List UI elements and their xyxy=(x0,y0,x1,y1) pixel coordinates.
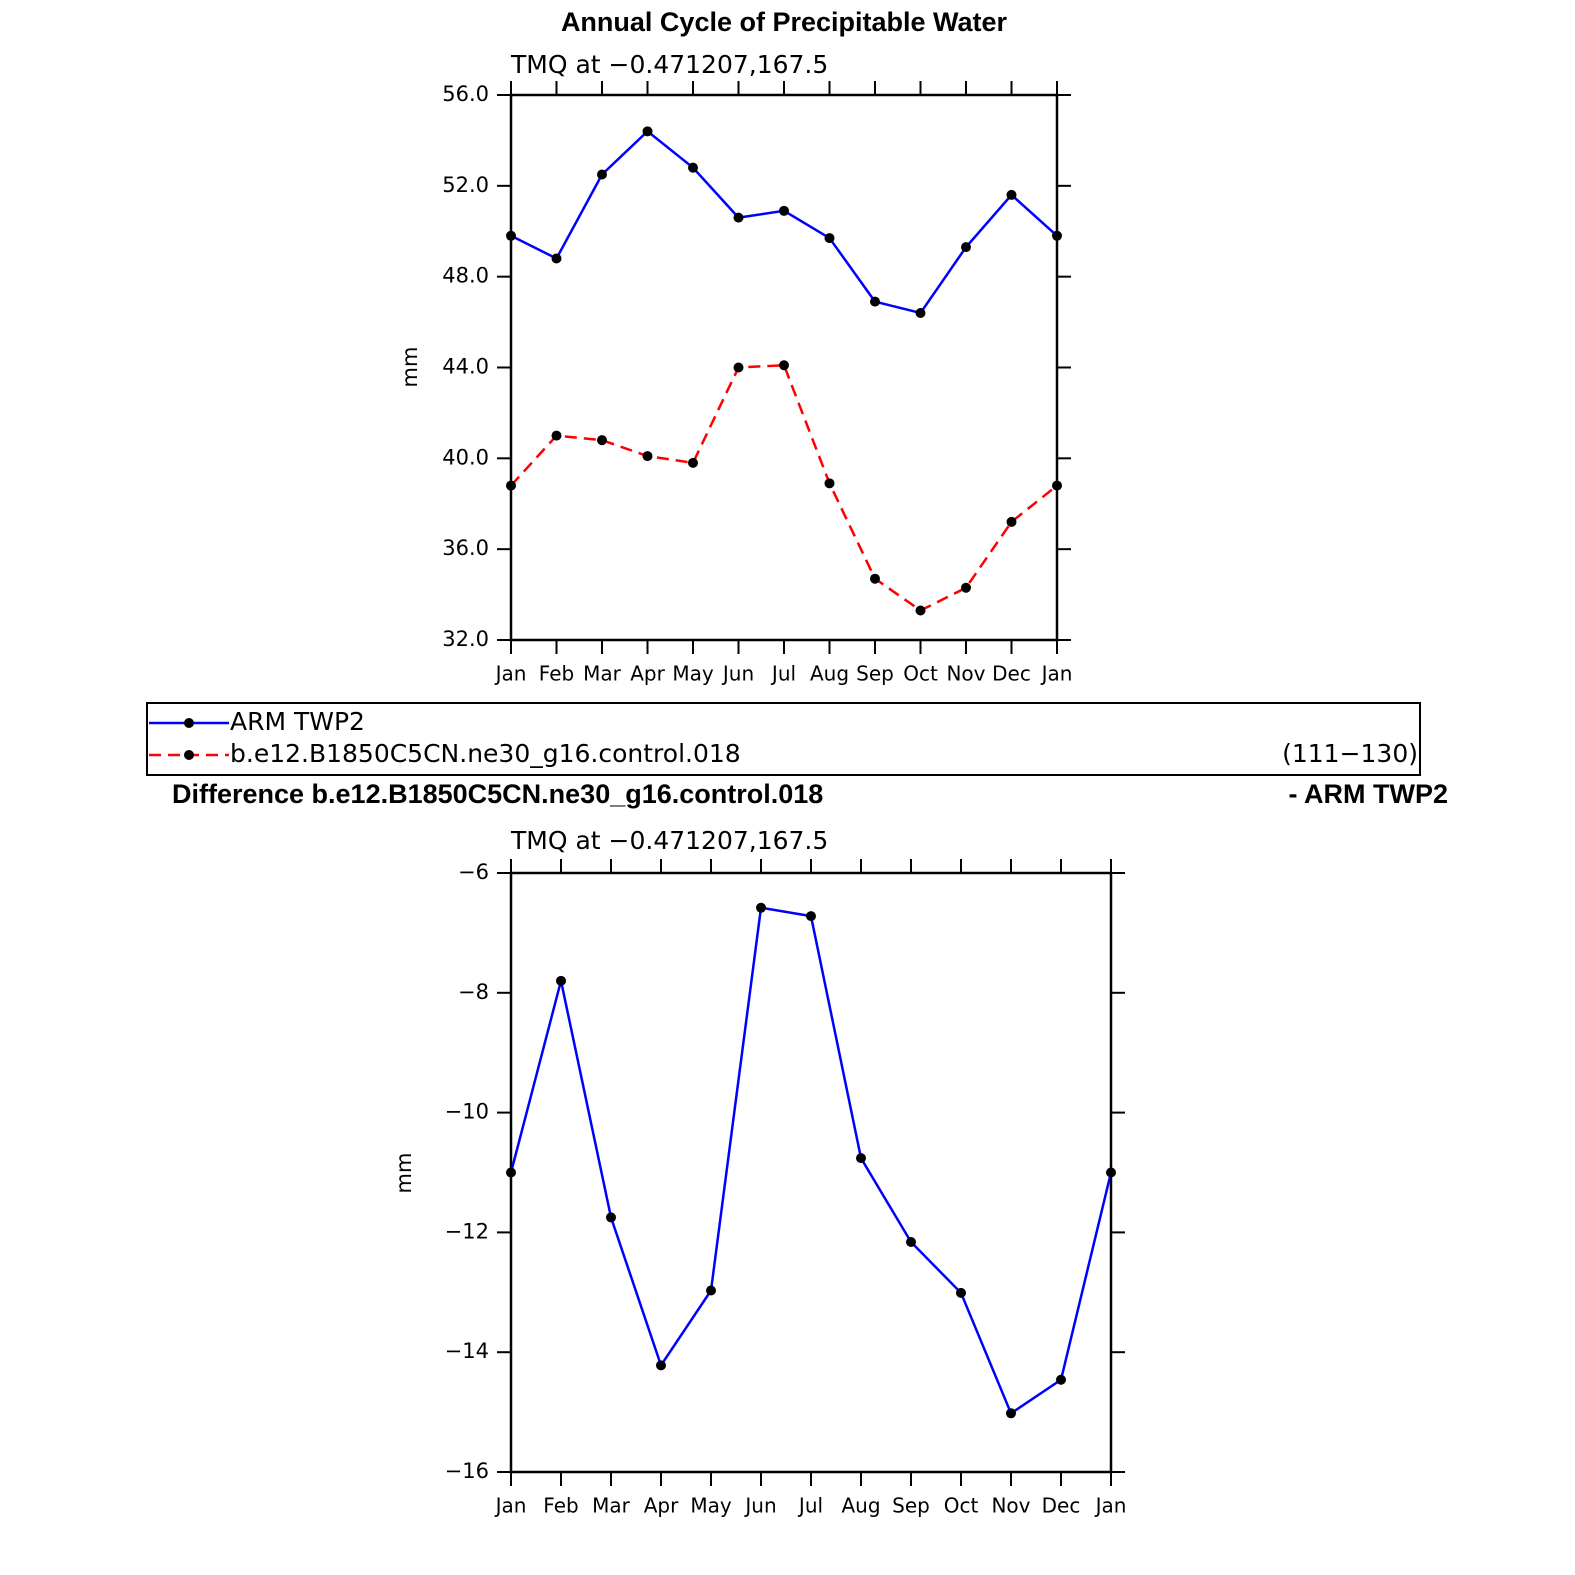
chart-title-right: - ARM TWP2 xyxy=(1289,779,1448,809)
x-tick-label: Jun xyxy=(721,662,754,686)
x-tick-label: Jun xyxy=(743,1494,776,1518)
legend-marker xyxy=(184,718,194,728)
chart-subtitle: TMQ at −0.471207,167.5 xyxy=(510,826,828,855)
data-line xyxy=(510,129,1058,315)
y-axis-label: mm xyxy=(392,1153,416,1194)
x-tick-label: Sep xyxy=(892,1494,930,1518)
legend-box xyxy=(146,702,1421,776)
data-point xyxy=(688,457,698,468)
x-tick-label: Jul xyxy=(797,1494,823,1518)
x-tick-label: May xyxy=(690,1494,732,1518)
y-tick-label: −16 xyxy=(445,1459,489,1483)
y-tick-label: −14 xyxy=(445,1339,489,1363)
y-tick-label: 40.0 xyxy=(442,445,489,469)
legend-marker xyxy=(184,750,194,760)
data-point xyxy=(824,478,835,489)
data-point xyxy=(870,573,880,584)
data-point xyxy=(870,296,880,307)
data-point xyxy=(551,253,562,264)
data-point xyxy=(856,1153,866,1164)
data-point xyxy=(1056,1374,1066,1385)
data-point xyxy=(656,1360,666,1371)
y-tick-label: 32.0 xyxy=(442,627,489,651)
data-point xyxy=(706,1285,716,1296)
x-tick-label: Dec xyxy=(992,662,1031,686)
data-point xyxy=(733,362,744,373)
data-point xyxy=(915,605,926,616)
data-point xyxy=(642,451,653,462)
x-tick-label: Aug xyxy=(810,662,849,686)
y-tick-label: 36.0 xyxy=(442,536,489,560)
x-tick-label: Oct xyxy=(944,1494,979,1518)
data-point xyxy=(1006,189,1017,200)
data-line xyxy=(509,906,1113,1416)
x-tick-label: May xyxy=(672,662,714,686)
x-tick-label: Feb xyxy=(539,662,574,686)
y-tick-label: −10 xyxy=(445,1100,489,1124)
data-point xyxy=(688,162,698,173)
data-point xyxy=(1006,1408,1016,1419)
x-tick-label: Oct xyxy=(903,662,938,686)
data-point xyxy=(506,1167,516,1178)
x-tick-label: Mar xyxy=(583,662,622,686)
x-tick-label: Nov xyxy=(991,1494,1030,1518)
data-point xyxy=(906,1236,916,1247)
legend-note: (111−130) xyxy=(1282,739,1418,768)
chart-title: Difference b.e12.B1850C5CN.ne30_g16.cont… xyxy=(172,779,823,809)
x-tick-label: Nov xyxy=(946,662,985,686)
y-tick-label: −6 xyxy=(458,860,489,884)
legend-label: b.e12.B1850C5CN.ne30_g16.control.018 xyxy=(230,739,741,768)
y-tick-label: 52.0 xyxy=(442,173,489,197)
legend-label: ARM TWP2 xyxy=(230,707,365,736)
y-tick-label: −8 xyxy=(458,980,489,1004)
data-point xyxy=(642,126,653,137)
data-point xyxy=(597,169,607,180)
data-point xyxy=(961,582,971,593)
chart-title: Annual Cycle of Precipitable Water xyxy=(561,7,1008,37)
x-tick-label: Mar xyxy=(592,1494,631,1518)
data-point xyxy=(756,902,766,913)
x-tick-label: Apr xyxy=(644,1494,679,1518)
data-point xyxy=(556,975,566,986)
x-tick-label: Sep xyxy=(856,662,894,686)
data-point xyxy=(606,1212,616,1223)
data-line xyxy=(510,363,1058,612)
data-point xyxy=(779,360,789,371)
data-point xyxy=(1106,1167,1116,1178)
data-point xyxy=(506,230,516,241)
data-point xyxy=(733,212,744,223)
data-point xyxy=(779,205,789,216)
x-tick-label: Jan xyxy=(494,1494,527,1518)
x-tick-label: Jul xyxy=(770,662,796,686)
x-tick-label: Apr xyxy=(630,662,665,686)
data-point xyxy=(824,233,835,244)
y-tick-label: 48.0 xyxy=(442,264,489,288)
data-point xyxy=(915,308,926,318)
x-tick-label: Jan xyxy=(1094,1494,1127,1518)
y-tick-label: 56.0 xyxy=(442,82,489,106)
x-tick-label: Aug xyxy=(841,1494,880,1518)
x-tick-label: Jan xyxy=(494,662,527,686)
data-point xyxy=(961,242,971,253)
data-point xyxy=(1052,230,1062,241)
data-point xyxy=(597,435,607,446)
data-point xyxy=(551,430,562,441)
data-point xyxy=(956,1287,966,1298)
data-point xyxy=(806,911,816,922)
y-tick-label: 44.0 xyxy=(442,355,489,379)
x-tick-label: Jan xyxy=(1040,662,1073,686)
data-point xyxy=(1052,480,1062,491)
x-tick-label: Dec xyxy=(1042,1494,1081,1518)
y-tick-label: −12 xyxy=(445,1219,489,1243)
x-tick-label: Feb xyxy=(543,1494,578,1518)
data-point xyxy=(506,480,516,491)
chart-subtitle: TMQ at −0.471207,167.5 xyxy=(510,50,828,79)
data-point xyxy=(1006,516,1017,527)
y-axis-label: mm xyxy=(398,347,422,388)
